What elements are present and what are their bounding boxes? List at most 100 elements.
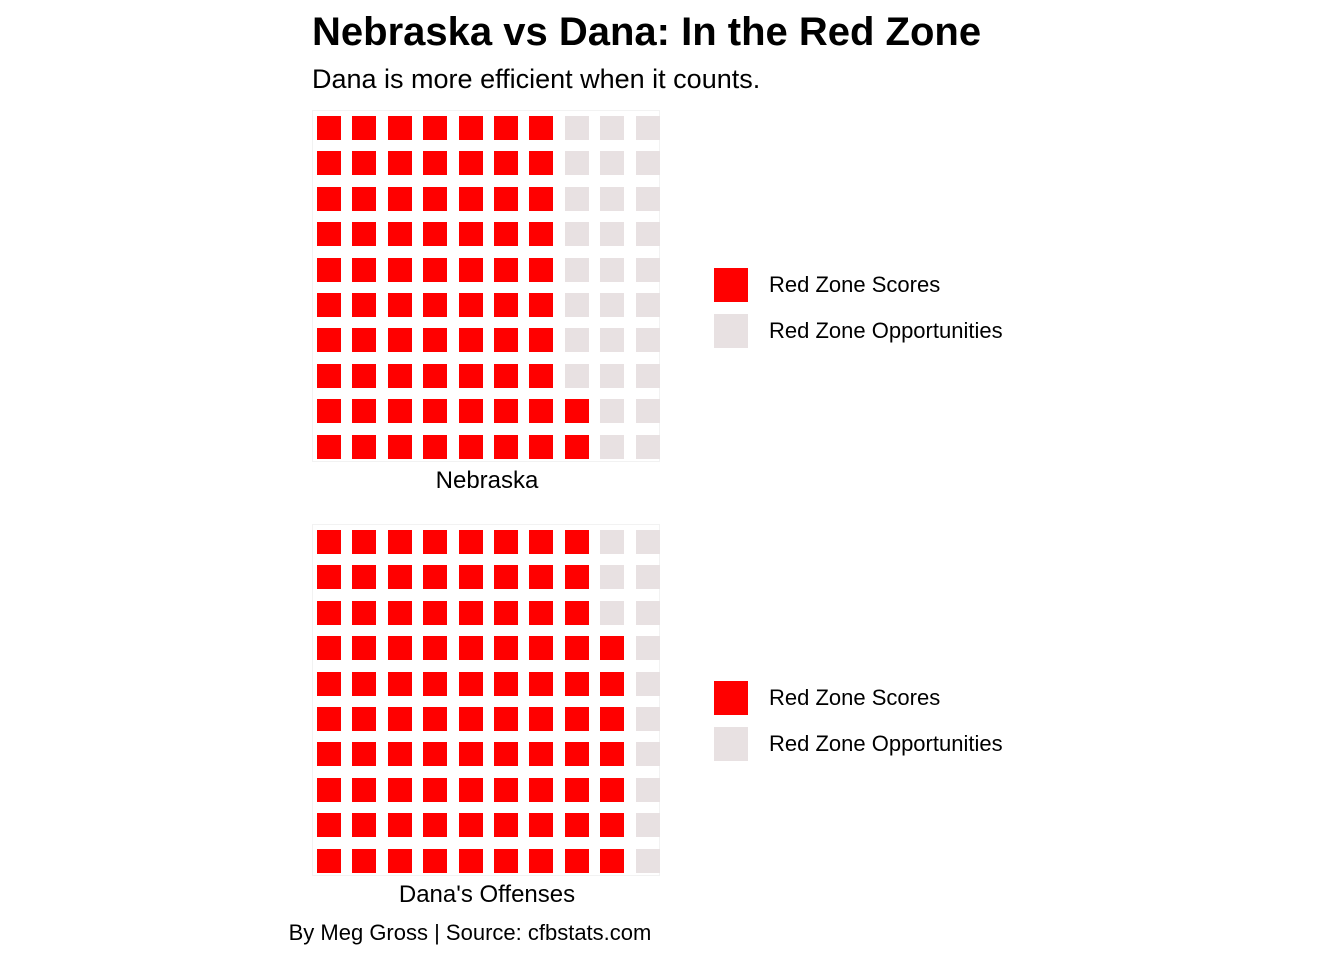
waffle-cell-score: [529, 530, 554, 554]
waffle-cell-score: [529, 293, 554, 317]
waffle-cell-opportunity: [564, 222, 589, 247]
waffle-cell-opportunity: [600, 530, 625, 554]
legend-label-scores: Red Zone Scores: [769, 685, 941, 710]
waffle-cell-score: [458, 813, 483, 838]
waffle-cell-score: [352, 399, 377, 424]
waffle-cell-score: [564, 671, 589, 696]
waffle-cell-score: [423, 222, 448, 247]
waffle-cell-score: [564, 399, 589, 424]
waffle-cell-opportunity: [600, 257, 625, 282]
waffle-cell-score: [494, 328, 518, 353]
waffle-cell-score: [458, 328, 483, 353]
legend-label-scores: Red Zone Scores: [769, 272, 941, 297]
waffle-cell-score: [317, 600, 341, 625]
waffle-cell-opportunity: [600, 293, 625, 317]
waffle-cell-opportunity: [635, 363, 660, 388]
waffle-cell-score: [423, 434, 448, 459]
legend-item-scores: Red Zone Scores: [713, 680, 1053, 716]
waffle-cell-score: [529, 222, 554, 247]
waffle-cell-score: [352, 293, 377, 317]
waffle-cell-score: [564, 813, 589, 838]
waffle-cell-score: [387, 399, 412, 424]
chart-subtitle: Dana is more efficient when it counts.: [312, 64, 761, 94]
waffle-cell-score: [458, 434, 483, 459]
waffle-cell-score: [317, 116, 341, 140]
waffle-cell-score: [494, 293, 518, 317]
waffle-cell-score: [423, 636, 448, 661]
waffle-cell-score: [529, 363, 554, 388]
legend-swatch-opportunities: [714, 727, 748, 761]
waffle-cell-score: [458, 293, 483, 317]
waffle-cell-score: [529, 777, 554, 802]
waffle-cell-opportunity: [600, 565, 625, 590]
waffle-cell-opportunity: [635, 742, 660, 767]
legend-swatch-scores: [714, 681, 748, 715]
waffle-cell-opportunity: [635, 293, 660, 317]
waffle-cell-score: [564, 707, 589, 731]
waffle-cell-score: [352, 777, 377, 802]
waffle-cell-score: [352, 222, 377, 247]
waffle-cell-score: [387, 671, 412, 696]
waffle-cell-score: [494, 530, 518, 554]
waffle-cell-score: [387, 116, 412, 140]
waffle-cell-score: [458, 151, 483, 176]
waffle-cell-score: [423, 363, 448, 388]
waffle-cell-score: [458, 636, 483, 661]
waffle-cell-score: [317, 848, 341, 873]
legend-danas-offenses: Red Zone Scores Red Zone Opportunities: [713, 680, 1053, 774]
waffle-cell-score: [458, 671, 483, 696]
waffle-cell-score: [387, 257, 412, 282]
waffle-cell-opportunity: [600, 600, 625, 625]
waffle-cell-score: [387, 151, 412, 176]
waffle-cell-score: [564, 600, 589, 625]
waffle-cell-score: [317, 257, 341, 282]
waffle-cell-score: [529, 257, 554, 282]
waffle-cell-opportunity: [600, 363, 625, 388]
waffle-cell-opportunity: [635, 671, 660, 696]
waffle-cell-score: [317, 707, 341, 731]
waffle-cell-score: [458, 565, 483, 590]
waffle-cell-score: [352, 636, 377, 661]
waffle-cell-opportunity: [635, 777, 660, 802]
waffle-cell-opportunity: [600, 434, 625, 459]
waffle-cell-score: [564, 636, 589, 661]
waffle-cell-score: [317, 363, 341, 388]
waffle-cell-score: [564, 434, 589, 459]
waffle-cell-opportunity: [564, 328, 589, 353]
waffle-panel-nebraska: [312, 110, 660, 462]
waffle-cell-score: [600, 636, 625, 661]
waffle-cell-score: [529, 671, 554, 696]
waffle-cell-score: [317, 293, 341, 317]
waffle-cell-score: [317, 434, 341, 459]
waffle-cell-score: [600, 777, 625, 802]
waffle-cell-score: [494, 707, 518, 731]
waffle-cell-score: [529, 848, 554, 873]
waffle-cell-score: [494, 565, 518, 590]
waffle-cell-score: [352, 186, 377, 211]
waffle-cell-score: [494, 848, 518, 873]
waffle-cell-score: [423, 742, 448, 767]
waffle-cell-opportunity: [635, 530, 660, 554]
waffle-cell-score: [494, 151, 518, 176]
waffle-cell-opportunity: [600, 328, 625, 353]
waffle-cell-score: [564, 742, 589, 767]
waffle-cell-score: [494, 434, 518, 459]
waffle-cell-score: [352, 671, 377, 696]
waffle-cell-score: [387, 434, 412, 459]
waffle-cell-opportunity: [600, 186, 625, 211]
waffle-cell-opportunity: [635, 813, 660, 838]
waffle-cell-score: [423, 600, 448, 625]
waffle-cell-opportunity: [635, 328, 660, 353]
waffle-cell-score: [352, 151, 377, 176]
waffle-cell-score: [564, 530, 589, 554]
waffle-cell-score: [317, 671, 341, 696]
waffle-cell-score: [387, 742, 412, 767]
waffle-cell-score: [423, 399, 448, 424]
waffle-cell-score: [317, 399, 341, 424]
waffle-cell-score: [423, 530, 448, 554]
waffle-cell-score: [352, 565, 377, 590]
waffle-cell-opportunity: [635, 257, 660, 282]
waffle-cell-opportunity: [635, 565, 660, 590]
waffle-cell-score: [317, 151, 341, 176]
waffle-cell-score: [458, 600, 483, 625]
